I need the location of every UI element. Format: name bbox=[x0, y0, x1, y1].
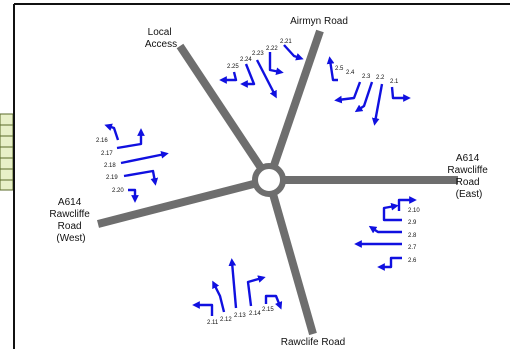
movement-arrow bbox=[264, 294, 283, 310]
movement-arrow bbox=[240, 63, 256, 88]
movement-label: 2.20 bbox=[112, 188, 124, 194]
movement-arrow bbox=[354, 81, 374, 113]
movement-label: 2.12 bbox=[220, 317, 232, 323]
movement-label: 2.10 bbox=[408, 208, 420, 214]
movement-arrow bbox=[371, 83, 384, 126]
movement-label: 2.19 bbox=[106, 175, 118, 181]
movement-label: 2.24 bbox=[240, 57, 252, 63]
movement-labels: 2.1 2.2 2.3 2.4 2.5 2.21 2.22 2.23 2.24 … bbox=[96, 39, 420, 326]
movement-arrow bbox=[382, 202, 402, 222]
movement-arrow bbox=[246, 275, 266, 307]
side-tabs bbox=[0, 113, 14, 191]
movement-arrow bbox=[283, 44, 304, 61]
movement-label: 2.2 bbox=[376, 75, 385, 81]
label-a614-east: A614 Rawcliffe Road (East) bbox=[447, 153, 490, 200]
movement-label: 2.14 bbox=[249, 311, 261, 317]
movement-label: 2.15 bbox=[262, 307, 274, 313]
movement-arrow bbox=[390, 86, 411, 102]
movement-arrow bbox=[228, 258, 238, 309]
movement-arrow bbox=[192, 301, 214, 316]
roads bbox=[97, 29, 458, 336]
roundabout bbox=[252, 163, 286, 197]
movement-label: 2.13 bbox=[234, 313, 246, 319]
movement-label: 2.6 bbox=[408, 258, 417, 264]
movement-label: 2.7 bbox=[408, 245, 417, 251]
movement-arrow bbox=[120, 151, 169, 165]
movement-arrow bbox=[212, 280, 226, 313]
movement-label: 2.16 bbox=[96, 138, 108, 144]
road-rawcliffe bbox=[265, 178, 317, 336]
movement-label: 2.1 bbox=[390, 79, 399, 85]
movement-arrow bbox=[377, 256, 402, 271]
movement-arrow bbox=[123, 169, 159, 186]
road-airmyn bbox=[265, 29, 324, 182]
movement-label: 2.5 bbox=[335, 66, 344, 72]
movement-label: 2.9 bbox=[408, 220, 417, 226]
movement-arrow bbox=[268, 52, 284, 76]
movement-arrow bbox=[116, 128, 145, 150]
label-airmyn-road: Airmyn Road bbox=[290, 16, 348, 27]
movement-arrow bbox=[397, 196, 417, 211]
label-a614-west: A614 Rawcliffe Road (West) bbox=[49, 197, 92, 244]
movement-arrow bbox=[104, 123, 120, 141]
movement-arrows bbox=[104, 44, 417, 316]
movement-arrow bbox=[255, 59, 277, 99]
label-local-access: Local Access bbox=[145, 27, 177, 50]
road-a614-west bbox=[97, 176, 270, 228]
movement-label: 2.18 bbox=[104, 163, 116, 169]
movement-label: 2.3 bbox=[362, 74, 371, 80]
movement-arrow bbox=[368, 225, 402, 234]
movement-label: 2.23 bbox=[252, 51, 264, 57]
movement-label: 2.11 bbox=[207, 320, 219, 326]
movement-label: 2.4 bbox=[346, 70, 355, 76]
movement-arrow bbox=[326, 56, 338, 82]
movement-label: 2.8 bbox=[408, 233, 417, 239]
movement-arrow bbox=[334, 81, 362, 104]
movement-label: 2.22 bbox=[266, 46, 278, 52]
movement-label: 2.21 bbox=[280, 39, 292, 45]
movement-label: 2.25 bbox=[227, 64, 239, 70]
label-rawcliffe-road: Rawclife Road bbox=[281, 337, 345, 348]
movement-label: 2.17 bbox=[101, 151, 113, 157]
road-local-access bbox=[176, 43, 273, 183]
movement-arrow bbox=[128, 188, 139, 203]
movement-arrow bbox=[219, 71, 238, 84]
